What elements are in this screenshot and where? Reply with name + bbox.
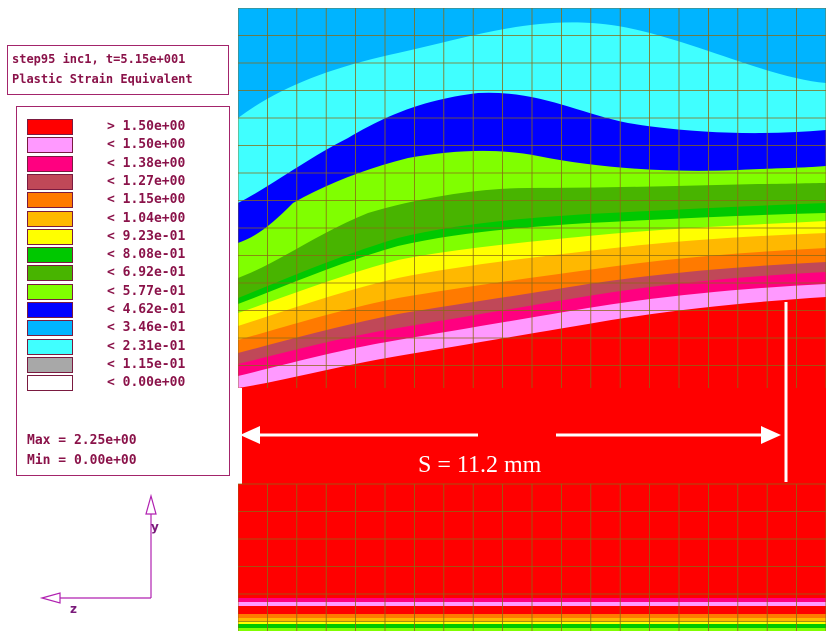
legend-entry: < 2.31e-01 — [27, 338, 227, 355]
legend-label: < 2.31e-01 — [107, 338, 186, 354]
legend-swatch — [27, 338, 73, 355]
legend-entry: < 8.08e-01 — [27, 247, 227, 264]
legend-entry: < 1.50e+00 — [27, 137, 227, 154]
legend-label: < 5.77e-01 — [107, 283, 186, 299]
legend-entry: < 1.15e+00 — [27, 192, 227, 209]
legend-entry: < 6.92e-01 — [27, 265, 227, 282]
legend-entry: < 1.04e+00 — [27, 210, 227, 227]
legend-label: < 1.38e+00 — [107, 155, 186, 171]
z-axis-arrow-icon — [39, 592, 61, 604]
legend-swatch — [27, 302, 73, 318]
legend-label: < 6.92e-01 — [107, 265, 186, 281]
dimension-arrow-right — [761, 426, 781, 444]
legend-entry: < 4.62e-01 — [27, 302, 227, 318]
legend-swatch — [27, 375, 73, 392]
legend-label: < 0.00e+00 — [107, 375, 186, 391]
legend-label: < 1.15e-01 — [107, 356, 186, 372]
legend-label: < 4.62e-01 — [107, 302, 186, 317]
legend-label: < 3.46e-01 — [107, 320, 186, 336]
legend-entry: < 0.00e+00 — [27, 375, 227, 392]
dimension-arrow-left — [240, 426, 260, 444]
legend-swatch — [27, 356, 73, 373]
result-step-label: step95 inc1, t=5.15e+001 — [12, 52, 186, 66]
mesh-grid-upper — [238, 8, 826, 388]
z-axis-label: z — [70, 602, 77, 616]
y-axis-label: y — [151, 520, 159, 534]
legend-label: < 9.23e-01 — [107, 228, 186, 244]
legend-swatch — [27, 119, 73, 135]
legend-max: Max = 2.25e+00 — [27, 433, 137, 448]
legend-swatch — [27, 173, 73, 190]
legend-label: < 1.27e+00 — [107, 173, 186, 189]
contour-plot — [238, 8, 826, 631]
legend-label: > 1.50e+00 — [107, 119, 186, 134]
legend-swatch — [27, 247, 73, 264]
legend-swatch — [27, 155, 73, 172]
y-axis-arrow-icon — [145, 493, 157, 515]
legend-swatch — [27, 137, 73, 154]
axis-triad: y z — [30, 490, 180, 620]
result-quantity-label: Plastic Strain Equivalent — [12, 72, 193, 86]
result-title-box: step95 inc1, t=5.15e+001 Plastic Strain … — [7, 45, 229, 95]
legend-label: < 8.08e-01 — [107, 247, 186, 263]
legend-swatch — [27, 228, 73, 245]
legend-label: < 1.04e+00 — [107, 210, 186, 226]
legend-swatch — [27, 192, 73, 209]
legend-min: Min = 0.00e+00 — [27, 453, 137, 468]
legend-label: < 1.15e+00 — [107, 192, 186, 208]
legend-label: < 1.50e+00 — [107, 137, 186, 153]
legend-entry: > 1.50e+00 — [27, 119, 227, 135]
legend-swatch — [27, 283, 73, 300]
legend-entry: < 1.38e+00 — [27, 155, 227, 172]
legend-swatch — [27, 265, 73, 282]
mesh-grid-lower — [238, 483, 826, 631]
dimension-annotation — [240, 302, 788, 482]
legend-entry: < 9.23e-01 — [27, 228, 227, 245]
legend-swatch — [27, 210, 73, 227]
dimension-label: S = 11.2 mm — [418, 452, 542, 478]
legend-entry: < 5.77e-01 — [27, 283, 227, 300]
legend-panel: > 1.50e+00 < 1.50e+00 < 1.38e+00 < 1.27e+00… — [16, 106, 230, 476]
legend-swatch — [27, 320, 73, 337]
legend-entry: < 1.15e-01 — [27, 356, 227, 373]
legend-entry: < 1.27e+00 — [27, 173, 227, 190]
legend-entry: < 3.46e-01 — [27, 320, 227, 337]
